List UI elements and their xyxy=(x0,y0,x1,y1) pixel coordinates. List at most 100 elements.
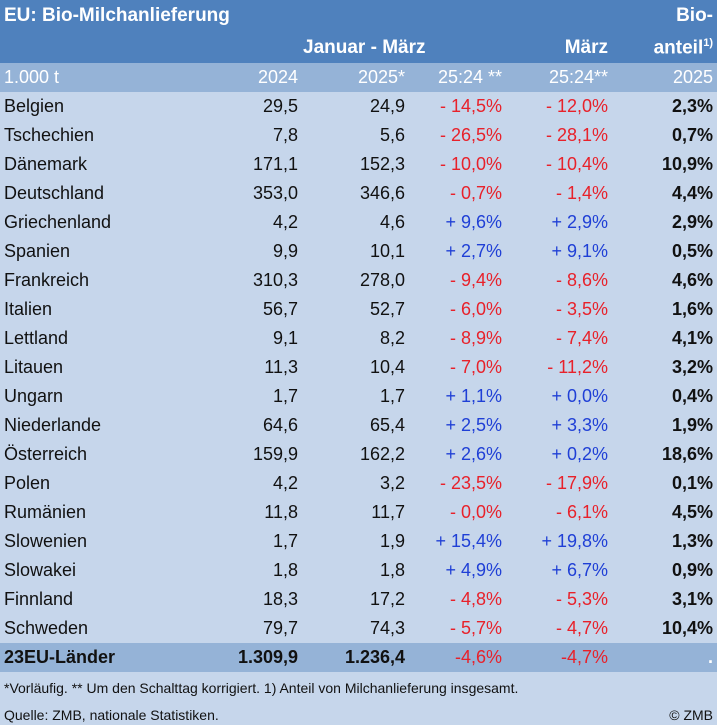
country-cell: Niederlande xyxy=(4,415,102,435)
table-row: Slowakei 1,8 1,8 + 4,9% + 6,7% 0,9% xyxy=(0,556,717,585)
table-header: EU: Bio-Milchanlieferung Bio- Januar - M… xyxy=(0,0,717,63)
table-row: Spanien 9,9 10,1 + 2,7% + 9,1% 0,5% xyxy=(0,237,717,266)
ratio-jan-mar-cell: - 5,7% xyxy=(449,618,502,638)
value-2025-cell: 74,3 xyxy=(369,618,405,638)
country-cell: Slowakei xyxy=(4,560,77,580)
ratio-jan-mar-cell: + 9,6% xyxy=(445,212,502,232)
table-row: Italien 56,7 52,7 - 6,0% - 3,5% 1,6% xyxy=(0,295,717,324)
value-2025-cell: 346,6 xyxy=(359,183,405,203)
ratio-mar-cell: - 11,2% xyxy=(547,357,608,377)
table-row: Griechenland 4,2 4,6 + 9,6% + 2,9% 2,9% xyxy=(0,208,717,237)
ratio-mar-cell: - 10,4% xyxy=(545,154,608,174)
bio-share-cell: 0,1% xyxy=(671,473,713,493)
value-2024-cell: 7,8 xyxy=(272,125,298,145)
bio-share-cell: 2,3% xyxy=(671,96,713,116)
bio-share-cell: 10,4% xyxy=(661,618,713,638)
value-2025-cell: 11,7 xyxy=(371,502,405,522)
value-2025-cell: 278,0 xyxy=(359,270,405,290)
country-cell: Litauen xyxy=(4,357,64,377)
value-2025-cell: 52,7 xyxy=(369,299,405,319)
value-2024-cell: 56,7 xyxy=(262,299,298,319)
value-2025-cell: 24,9 xyxy=(369,96,405,116)
table-row: Polen 4,2 3,2 - 23,5% - 17,9% 0,1% xyxy=(0,469,717,498)
ratio-jan-mar-cell: + 2,6% xyxy=(445,444,502,464)
bio-share-cell: 1,6% xyxy=(671,299,713,319)
ratio-mar-cell: + 3,3% xyxy=(551,415,608,435)
value-2024-cell: 29,5 xyxy=(262,96,298,116)
value-2025-cell: 10,1 xyxy=(369,241,405,261)
value-2025-cell: 1,9 xyxy=(379,531,405,551)
ratio-jan-mar-cell: + 15,4% xyxy=(435,531,502,551)
total-row: 23EU-Länder 1.309,9 1.236,4 -4,6% -4,7% … xyxy=(0,643,717,672)
ratio-jan-mar-cell: - 0,0% xyxy=(449,502,502,522)
ratio-jan-mar-cell: + 1,1% xyxy=(445,386,502,406)
value-2024-cell: 9,1 xyxy=(272,328,298,348)
ratio-mar-cell: - 17,9% xyxy=(545,473,608,493)
bio-share-cell: 4,5% xyxy=(671,502,713,522)
footnote: *Vorläufig. ** Um den Schalttag korrigie… xyxy=(4,680,519,696)
table-row: Österreich 159,9 162,2 + 2,6% + 0,2% 18,6% xyxy=(0,440,717,469)
table-row: Belgien 29,5 24,9 - 14,5% - 12,0% 2,3% xyxy=(0,92,717,121)
ratio-mar-cell: + 0,0% xyxy=(551,386,608,406)
value-2024-cell: 18,3 xyxy=(262,589,298,609)
copyright: © ZMB xyxy=(669,707,713,723)
value-2024-cell: 171,1 xyxy=(252,154,298,174)
value-2024-cell: 11,3 xyxy=(264,357,298,377)
ratio-jan-mar-cell: - 7,0% xyxy=(449,357,502,377)
table-title: EU: Bio-Milchanlieferung xyxy=(4,5,230,26)
table-row: Frankreich 310,3 278,0 - 9,4% - 8,6% 4,6% xyxy=(0,266,717,295)
col-2024: 2024 xyxy=(257,67,298,87)
ratio-jan-mar-cell: - 23,5% xyxy=(439,473,502,493)
country-cell: Polen xyxy=(4,473,51,493)
ratio-mar-cell: + 6,7% xyxy=(551,560,608,580)
ratio-mar-cell: + 0,2% xyxy=(551,444,608,464)
bio-share-cell: 10,9% xyxy=(661,154,713,174)
country-cell: Schweden xyxy=(4,618,89,638)
col-share-year: 2025 xyxy=(672,67,713,87)
ratio-jan-mar-cell: - 10,0% xyxy=(439,154,502,174)
value-2024-cell: 11,8 xyxy=(264,502,298,522)
period-jan-mar-header: Januar - März xyxy=(303,37,426,58)
ratio-jan-mar-cell: - 8,9% xyxy=(449,328,502,348)
country-cell: Lettland xyxy=(4,328,69,348)
period-mar-header: März xyxy=(564,37,608,58)
country-cell: Belgien xyxy=(4,96,65,116)
total-ratio-jan-mar: -4,6% xyxy=(454,647,502,667)
country-cell: Finnland xyxy=(4,589,74,609)
ratio-mar-cell: + 19,8% xyxy=(541,531,608,551)
value-2025-cell: 4,6 xyxy=(379,212,405,232)
value-2024-cell: 64,6 xyxy=(262,415,298,435)
bio-share-cell: 4,1% xyxy=(671,328,713,348)
value-2024-cell: 1,7 xyxy=(272,531,298,551)
value-2024-cell: 1,8 xyxy=(272,560,298,580)
table-row: Tschechien 7,8 5,6 - 26,5% - 28,1% 0,7% xyxy=(0,121,717,150)
value-2024-cell: 159,9 xyxy=(252,444,298,464)
value-2025-cell: 3,2 xyxy=(379,473,405,493)
ratio-mar-cell: + 9,1% xyxy=(551,241,608,261)
share-header-text: anteil xyxy=(653,37,704,59)
total-ratio-mar: -4,7% xyxy=(560,647,608,667)
value-2024-cell: 79,7 xyxy=(262,618,298,638)
country-cell: Frankreich xyxy=(4,270,90,290)
total-2025: 1.236,4 xyxy=(344,647,405,667)
bio-share-cell: 2,9% xyxy=(671,212,713,232)
ratio-jan-mar-cell: - 6,0% xyxy=(449,299,502,319)
total-2024: 1.309,9 xyxy=(237,647,298,667)
value-2025-cell: 17,2 xyxy=(369,589,405,609)
table-row: Slowenien 1,7 1,9 + 15,4% + 19,8% 1,3% xyxy=(0,527,717,556)
country-cell: Dänemark xyxy=(4,154,88,174)
ratio-jan-mar-cell: - 9,4% xyxy=(449,270,502,290)
country-cell: Spanien xyxy=(4,241,71,261)
share-header-line2: anteil1) xyxy=(654,37,713,59)
ratio-jan-mar-cell: - 4,8% xyxy=(449,589,502,609)
table-row: Niederlande 64,6 65,4 + 2,5% + 3,3% 1,9% xyxy=(0,411,717,440)
ratio-jan-mar-cell: - 0,7% xyxy=(449,183,502,203)
bio-share-cell: 18,6% xyxy=(661,444,713,464)
table-row: Litauen 11,3 10,4 - 7,0% - 11,2% 3,2% xyxy=(0,353,717,382)
ratio-mar-cell: - 7,4% xyxy=(555,328,608,348)
col-ratio-jan-mar: 25:24 ** xyxy=(437,67,502,87)
country-cell: Rumänien xyxy=(4,502,87,522)
value-2025-cell: 65,4 xyxy=(369,415,405,435)
bio-share-cell: 1,3% xyxy=(671,531,713,551)
